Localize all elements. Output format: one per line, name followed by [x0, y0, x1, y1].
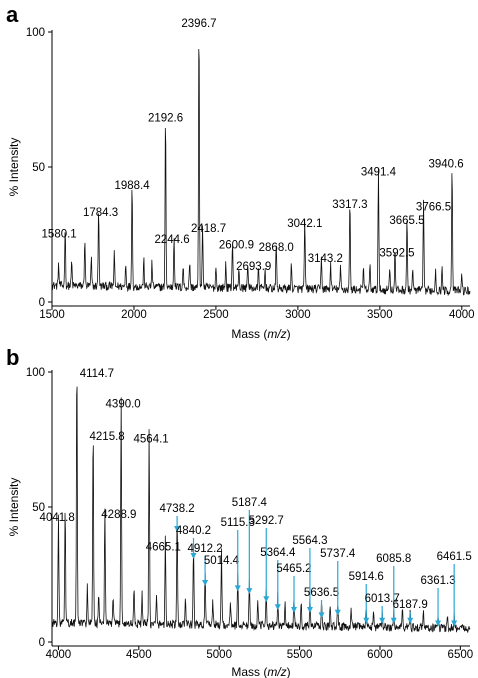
peak-label: 5014.4 [204, 555, 240, 567]
peak-label: 2868.0 [259, 242, 294, 254]
peak-label: 2600.9 [219, 239, 254, 251]
peak-arrow-head [306, 607, 313, 613]
peak-label: 5465.2 [276, 563, 311, 575]
y-tick-label: 100 [26, 27, 45, 39]
x-tick-label: 4000 [46, 649, 72, 661]
peak-label: 4738.2 [160, 503, 195, 515]
peak-label: 6187.9 [393, 599, 428, 611]
x-tick-label: 2500 [203, 309, 229, 321]
peak-label: 4912.2 [187, 543, 222, 555]
peak-label: 4114.7 [80, 368, 114, 380]
peak-label: 4390.0 [106, 399, 141, 411]
peak-label: 1988.4 [114, 180, 150, 192]
y-tick-label: 100 [26, 367, 45, 379]
peak-arrow-head [274, 604, 281, 611]
peak-label: 5187.4 [232, 497, 268, 509]
peak-label: 6085.8 [376, 553, 411, 565]
peak-arrow-head [202, 580, 209, 586]
y-axis-label: % Intensity [7, 138, 21, 197]
y-axis-label: % Intensity [7, 478, 21, 537]
spectrum-trace [51, 49, 471, 297]
x-tick-label: 4500 [126, 649, 152, 661]
peak-label: 1580.1 [42, 229, 77, 241]
peak-arrow-head [234, 585, 241, 592]
peak-label: 5564.3 [292, 535, 327, 547]
peak-label: 4564.1 [134, 434, 169, 446]
peak-label: 3592.5 [379, 248, 414, 260]
peak-label: 3766.5 [416, 202, 451, 214]
y-tick-label: 50 [32, 502, 45, 514]
peak-arrow-head [318, 612, 325, 619]
panel-letter: b [6, 345, 19, 370]
peak-label: 3940.6 [428, 158, 463, 170]
y-tick-label: 0 [39, 637, 45, 649]
x-axis-label: Mass (m/z) [231, 327, 290, 341]
peak-label: 4215.8 [90, 431, 125, 443]
peak-label: 3042.1 [287, 218, 322, 230]
peak-label: 1784.3 [83, 207, 118, 219]
peak-label: 4288.9 [101, 509, 136, 521]
peak-arrow-head [190, 553, 197, 559]
peak-arrow-head [290, 607, 297, 613]
x-axis-label: Mass (m/z) [231, 665, 290, 678]
x-tick-label: 1500 [39, 309, 65, 321]
peak-label: 5292.7 [249, 515, 284, 527]
peak-label: 2396.7 [181, 18, 216, 30]
peak-label: 5636.5 [304, 587, 339, 599]
y-tick-label: 0 [39, 297, 45, 309]
peak-label: 3317.3 [332, 199, 367, 211]
peak-label: 6013.7 [365, 593, 400, 605]
x-tick-label: 5000 [206, 649, 232, 661]
panel-a: a 0 50 100 1500 2000 2500 3000 3500 4000 Mass (m/z… [6, 2, 475, 341]
peak-label: 6461.5 [437, 551, 472, 563]
peak-label: 6361.3 [420, 575, 455, 587]
peak-arrow-head [435, 620, 442, 627]
peak-arrow-head [451, 620, 458, 627]
peak-label: 4665.1 [146, 542, 181, 554]
x-tick-label: 2000 [121, 309, 147, 321]
peak-arrow-head [390, 617, 397, 624]
peak-label: 4840.2 [176, 525, 211, 537]
peak-arrow-head [407, 617, 414, 624]
peak-arrow-head [363, 617, 370, 624]
peak-label: 3665.5 [389, 215, 424, 227]
peak-arrow-head [246, 588, 253, 595]
peak-arrow-head [379, 617, 386, 624]
peak-label: 5364.4 [260, 547, 296, 559]
peak-label: 3143.2 [308, 253, 343, 265]
peak-arrow-head [263, 596, 270, 603]
x-tick-label: 6500 [448, 649, 474, 661]
panel-b: b 0 50 100 4000 4500 5000 5500 6000 6500 Mass (m/z… [6, 345, 473, 678]
peak-label: 2418.7 [191, 223, 226, 235]
peak-label: 2693.9 [236, 261, 271, 273]
x-tick-label: 3500 [367, 309, 393, 321]
peak-arrow-head [174, 526, 181, 532]
x-tick-label: 6000 [367, 649, 393, 661]
peak-label: 5914.6 [349, 571, 384, 583]
spectrum-trace [51, 386, 471, 633]
panel-letter: a [6, 2, 19, 27]
x-tick-label: 3000 [285, 309, 311, 321]
x-tick-label: 5500 [287, 649, 313, 661]
x-tick-label: 4000 [449, 309, 475, 321]
peak-label: 2244.6 [154, 234, 189, 246]
peak-label: 3491.4 [361, 167, 397, 179]
peak-label: 5115.3 [221, 517, 255, 529]
y-tick-label: 50 [32, 162, 45, 174]
peak-label: 2192.6 [148, 113, 183, 125]
peak-label: 5737.4 [320, 548, 356, 560]
peak-arrow-head [334, 609, 341, 616]
peak-label: 4041.8 [40, 512, 75, 524]
